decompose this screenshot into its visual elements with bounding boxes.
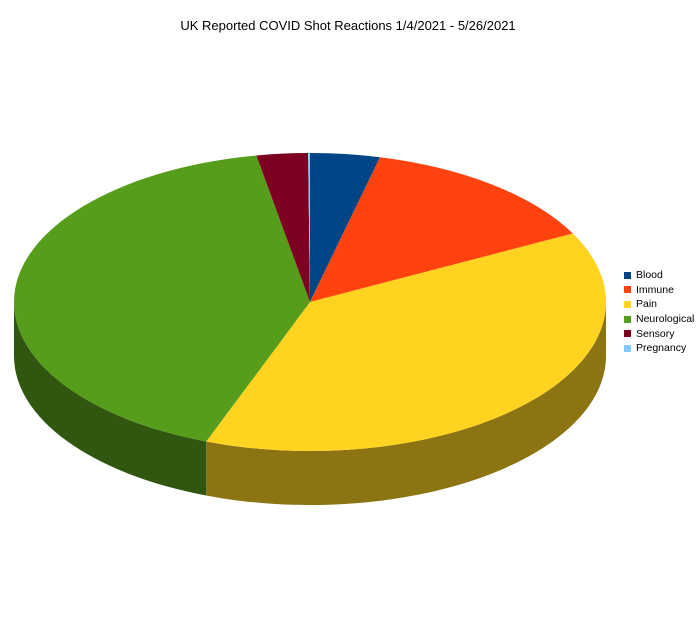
legend: Blood Immune Pain Neurological Sensory Pregna…: [624, 268, 694, 356]
pie-slice-immune: [310, 157, 573, 302]
legend-label: Pain: [636, 298, 658, 311]
legend-swatch: [624, 286, 631, 294]
legend-swatch: [624, 271, 631, 279]
pie-side-pain: [206, 302, 607, 505]
legend-item-pain: Pain: [624, 297, 694, 312]
legend-label: Pregnancy: [636, 342, 687, 355]
legend-label: Blood: [636, 269, 663, 282]
legend-swatch: [624, 344, 631, 352]
legend-label: Immune: [636, 283, 674, 296]
pie-slice-sensory: [256, 153, 310, 302]
chart-title: UK Reported COVID Shot Reactions 1/4/202…: [180, 18, 516, 33]
pie-slice-blood: [310, 153, 381, 302]
legend-label: Neurological: [636, 313, 695, 326]
pie-top: [13, 153, 607, 452]
legend-item-blood: Blood: [624, 268, 694, 283]
legend-swatch: [624, 315, 631, 323]
pie-sides: [14, 302, 607, 505]
legend-label: Sensory: [636, 327, 675, 340]
legend-swatch: [624, 330, 631, 338]
legend-item-pregnancy: Pregnancy: [624, 341, 694, 356]
legend-item-immune: Immune: [624, 283, 694, 298]
pie-slice-pregnancy: [308, 153, 310, 302]
legend-item-sensory: Sensory: [624, 326, 694, 341]
pie-side-neurological: [14, 302, 207, 496]
legend-swatch: [624, 300, 631, 308]
pie-slice-neurological: [13, 155, 310, 442]
pie-slice-pain: [206, 233, 607, 452]
legend-item-neurological: Neurological: [624, 312, 694, 327]
